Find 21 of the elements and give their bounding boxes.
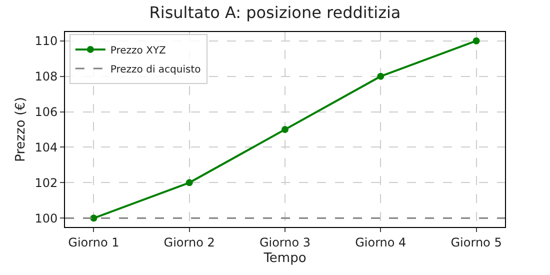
x-tick-label: Giorno 5 <box>450 235 502 250</box>
y-tick-label: 100 <box>34 211 58 226</box>
point <box>90 214 98 222</box>
x-tick-label: Giorno 2 <box>164 235 215 250</box>
y-tick-label: 102 <box>34 176 58 190</box>
x-tick-label: Giorno 4 <box>355 235 406 250</box>
y-axis-title: Prezzo (€) <box>14 97 29 162</box>
legend-label: Prezzo di acquisto <box>110 64 201 76</box>
x-tick-label: Giorno 1 <box>68 235 120 250</box>
x-axis-title: Tempo <box>262 251 306 266</box>
y-tick-label: 104 <box>34 140 58 154</box>
point <box>377 72 384 80</box>
legend-label: Prezzo XYZ <box>110 45 166 56</box>
x-tick-label: Giorno 3 <box>259 235 311 250</box>
y-tick-label: 106 <box>34 104 58 119</box>
point <box>186 179 193 186</box>
point <box>472 37 480 44</box>
y-tick-label: 110 <box>34 34 58 48</box>
chart-title: Risultato A: posizione redditizia <box>149 3 401 22</box>
point <box>282 126 288 133</box>
y-tick-label: 108 <box>34 70 58 84</box>
